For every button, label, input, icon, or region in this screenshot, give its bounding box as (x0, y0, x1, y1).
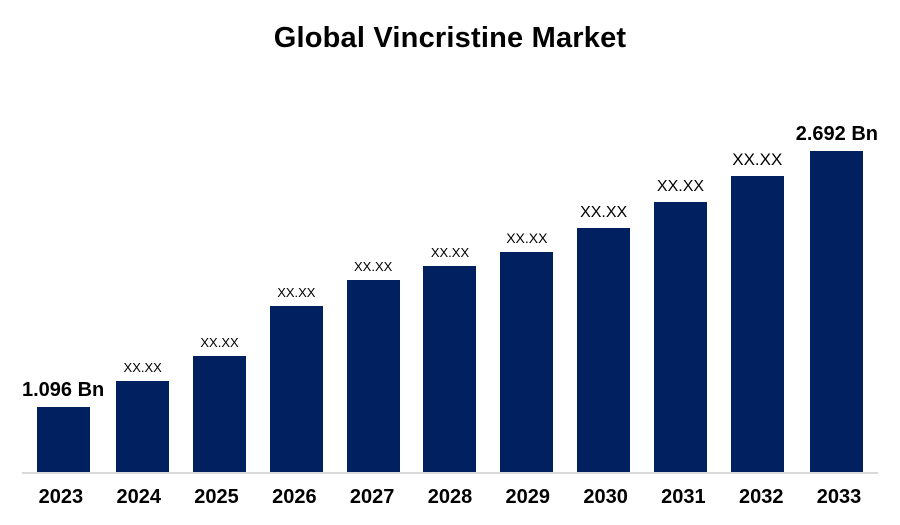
bar-value-label-2024: XX.XX (123, 359, 162, 375)
chart-title: Global Vincristine Market (273, 22, 627, 54)
bar-column-2027: XX.XX (335, 100, 412, 472)
bar-2029 (500, 252, 554, 472)
bar-column-2023: 1.096 Bn (22, 100, 104, 472)
bar-value-label-2029: XX.XX (506, 229, 548, 246)
bar-column-2032: XX.XX (719, 100, 796, 472)
bar-2023 (36, 407, 90, 472)
bar-2024 (116, 381, 170, 472)
x-tick-2025: 2025 (194, 486, 239, 508)
x-tick-2023: 2023 (38, 486, 84, 508)
bar-value-label-2032: XX.XX (732, 150, 783, 170)
x-tick-2026: 2026 (272, 486, 317, 508)
x-tick-2024: 2024 (116, 486, 161, 508)
bar-column-2030: XX.XX (565, 100, 642, 472)
bar-column-2028: XX.XX (412, 100, 489, 472)
x-tick-2032: 2032 (738, 486, 784, 508)
x-tick-2028: 2028 (427, 486, 473, 508)
bar-value-label-2031: XX.XX (656, 178, 705, 196)
bars: 1.096 Bn XX.XX XX.XX XX.XX XX.XX XX.XX XX.XX XX… (22, 100, 878, 472)
bar-2031 (653, 202, 707, 472)
bar-value-label-2025: XX.XX (200, 334, 239, 350)
bar-column-2029: XX.XX (488, 100, 565, 472)
bar-2030 (577, 228, 631, 472)
bar-value-label-2023: 1.096 Bn (22, 379, 105, 401)
bar-2028 (423, 266, 477, 472)
bar-value-label-2027: XX.XX (354, 258, 393, 274)
bar-value-label-2026: XX.XX (277, 284, 316, 300)
bar-value-label-2033: 2.692 Bn (795, 123, 878, 145)
bar-column-2033: 2.692 Bn (796, 100, 878, 472)
bar-value-label-2028: XX.XX (430, 244, 470, 260)
bar-value-label-2030: XX.XX (580, 204, 628, 222)
bar-column-2024: XX.XX (104, 100, 181, 472)
bar-2026 (269, 306, 323, 472)
bar-2033 (810, 151, 864, 472)
bar-2032 (730, 176, 784, 472)
x-tick-2030: 2030 (583, 486, 628, 508)
x-tick-2033: 2033 (816, 486, 862, 508)
x-tick-2027: 2027 (349, 486, 395, 508)
bar-column-2025: XX.XX (181, 100, 258, 472)
x-tick-2029: 2029 (505, 486, 551, 508)
plot-area: 1.096 Bn XX.XX XX.XX XX.XX XX.XX XX.XX XX.XX XX… (22, 100, 878, 474)
bar-column-2026: XX.XX (258, 100, 335, 472)
x-tick-2031: 2031 (661, 486, 706, 508)
bar-column-2031: XX.XX (642, 100, 719, 472)
x-axis-labels: 2023 2024 2025 2026 2027 2028 2029 2030 2031 2032… (22, 486, 878, 509)
bar-2027 (346, 280, 400, 472)
bar-2025 (193, 356, 246, 472)
